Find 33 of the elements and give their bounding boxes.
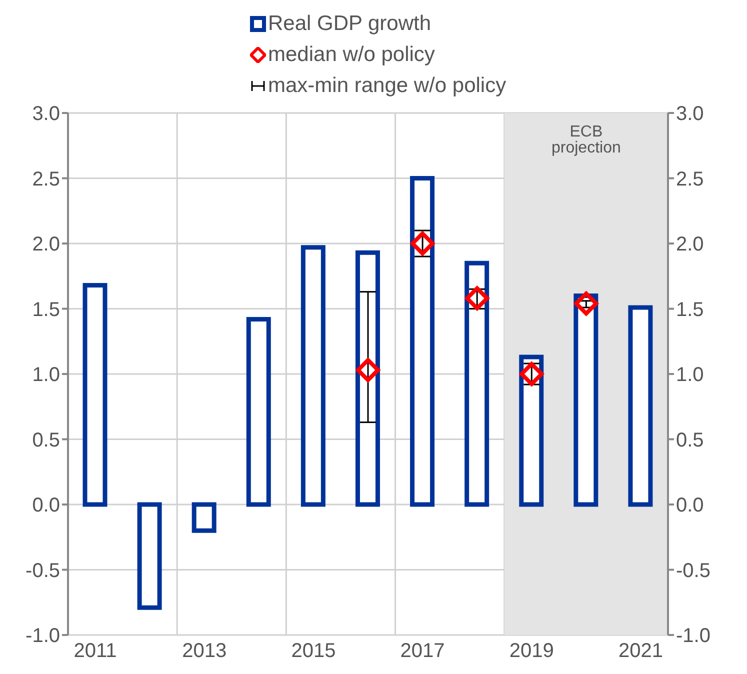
text: max-min range w/o policy — [268, 73, 506, 99]
y2-tick-label: -1.0 — [676, 625, 710, 648]
point — [574, 292, 598, 316]
x-tick-label: 2015 — [291, 640, 336, 662]
y2-tick-label: 1.0 — [676, 364, 704, 386]
y-tick-label: 2.0 — [32, 234, 60, 256]
band-label: ECB projection — [551, 123, 621, 156]
y-tick-label: -1.0 — [26, 625, 60, 648]
x-tick-label: 2021 — [618, 640, 663, 662]
y2-tick-label: 2.5 — [676, 168, 704, 190]
y2-tick-label: 0.0 — [676, 494, 704, 517]
y-tick-label: 0.5 — [32, 429, 60, 452]
y2-tick-label: -0.5 — [676, 560, 710, 582]
legend-label: Real GDP growth — [268, 11, 432, 37]
y2-tick-label: 2.0 — [676, 234, 704, 256]
point — [410, 232, 435, 256]
y2-tick-label: 3.0 — [676, 103, 704, 126]
x-tick-label: 2011 — [74, 640, 117, 662]
point — [465, 286, 490, 310]
y-tick-label: 2.5 — [32, 168, 60, 190]
y2-tick-label: 1.5 — [676, 298, 704, 321]
y-tick-label: -0.5 — [26, 560, 60, 582]
point — [520, 362, 544, 386]
point — [356, 358, 380, 382]
x-tick-label: 2019 — [509, 640, 554, 662]
y-tick-label: 1.5 — [32, 298, 60, 321]
y-tick-label: 1.0 — [32, 364, 60, 386]
y-tick-label: 0.0 — [32, 494, 60, 517]
x-tick-label: 2013 — [182, 640, 227, 662]
y2-tick-label: 0.5 — [676, 429, 704, 452]
y-tick-label: 3.0 — [32, 103, 60, 126]
legend-label: median w/o policy — [268, 42, 435, 68]
x-tick-label: 2017 — [400, 640, 445, 662]
